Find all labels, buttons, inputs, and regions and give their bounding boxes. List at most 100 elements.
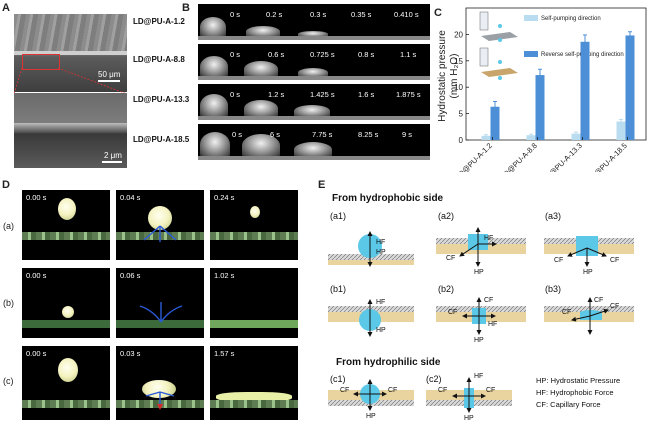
droplet bbox=[294, 142, 332, 157]
panel-c-chart: C Hydrostatic pressure (mm H₂O) Self-pum… bbox=[432, 4, 650, 184]
row-label: LD@PU-A-1.2 bbox=[133, 17, 185, 26]
row-label: (b) bbox=[3, 298, 14, 308]
frame-c-2: 0.03 s bbox=[116, 346, 204, 420]
bar bbox=[481, 135, 491, 140]
time-label: 1.02 s bbox=[214, 271, 235, 280]
droplet bbox=[246, 26, 280, 37]
bar bbox=[535, 75, 545, 140]
force-label: HF bbox=[376, 299, 385, 306]
frame-c-1: 0.00 s bbox=[22, 346, 110, 420]
row-label: LD@PU-A-13.3 bbox=[133, 95, 190, 104]
force-label: CF bbox=[448, 309, 457, 316]
time-label: 0.06 s bbox=[120, 271, 141, 280]
droplet bbox=[298, 68, 328, 77]
force-label: CF bbox=[610, 303, 619, 310]
droplet bbox=[244, 61, 278, 77]
sub-label: (a3) bbox=[545, 211, 562, 221]
time-label: 0.24 s bbox=[214, 193, 235, 202]
zoom-region-box bbox=[22, 54, 60, 70]
spread-film bbox=[216, 392, 292, 402]
diagram-b2: CF CF HF HP bbox=[436, 297, 526, 344]
bar bbox=[571, 133, 581, 140]
sub-label: (a2) bbox=[438, 211, 455, 221]
force-label: HF bbox=[474, 373, 483, 380]
legend-hf: HF: Hydrophobic Force bbox=[536, 388, 614, 397]
section-title-hydrophilic: From hydrophilic side bbox=[336, 357, 441, 368]
water-drop-icon bbox=[498, 76, 502, 80]
sem-image-zoom: 2 μm bbox=[14, 93, 127, 168]
legend-cf: CF: Capillary Force bbox=[536, 400, 601, 409]
x-tick-label: LD@PU-A-8.8 bbox=[499, 141, 539, 172]
time-label: 0 s bbox=[230, 90, 241, 99]
diagram-a1: HF HP bbox=[328, 231, 414, 267]
time-label: 7.75 s bbox=[312, 130, 333, 139]
scale-bar-top-label: 50 μm bbox=[98, 70, 121, 79]
diagram-a2: HF CF HP bbox=[436, 227, 526, 276]
column-tube bbox=[479, 11, 489, 31]
panel-label-a: A bbox=[2, 2, 10, 14]
y-axis: 0 5 10 15 20 bbox=[454, 30, 469, 145]
force-label: CF bbox=[562, 309, 571, 316]
mechanism-diagrams: HF HP HF CF HP CF CF HP bbox=[328, 227, 634, 422]
membrane-sheet bbox=[481, 68, 518, 77]
bar bbox=[490, 106, 500, 140]
droplet bbox=[58, 198, 76, 220]
sub-label: (a1) bbox=[330, 211, 347, 221]
row-label: LD@PU-A-18.5 bbox=[133, 135, 190, 144]
droplet bbox=[294, 105, 330, 117]
force-label: CF bbox=[340, 387, 349, 394]
y-tick-label: 0 bbox=[459, 136, 464, 145]
scale-bar-top bbox=[98, 80, 120, 82]
scale-bar-bottom-label: 2 μm bbox=[104, 151, 122, 160]
time-label: 0 s bbox=[230, 10, 241, 19]
force-label: HP bbox=[583, 269, 593, 276]
force-label: CF bbox=[594, 297, 603, 304]
membrane-surface bbox=[198, 76, 430, 80]
sub-label: (c1) bbox=[330, 374, 346, 384]
diagram-c1: CF CF HP bbox=[328, 379, 414, 420]
droplet bbox=[62, 306, 74, 318]
row-label: (a) bbox=[3, 221, 14, 231]
droplet-row-2: 0 s 0.6 s 0.725 s 0.8 s 1.1 s bbox=[198, 44, 430, 80]
time-label: 8.25 s bbox=[358, 130, 379, 139]
y-axis-unit: (mm H₂O) bbox=[449, 54, 460, 99]
membrane bbox=[210, 232, 298, 240]
sub-label: (c2) bbox=[426, 374, 442, 384]
frame-b-3: 1.02 s bbox=[210, 268, 298, 338]
sub-label: (b3) bbox=[545, 284, 562, 294]
force-label: CF bbox=[610, 257, 619, 264]
flow-arrows bbox=[143, 225, 177, 242]
x-axis: LD@PU-A-1.2 LD@PU-A-8.8 LD@PU-A-13.3 LD@PU-… bbox=[454, 137, 629, 184]
frame-a-2: 0.04 s bbox=[116, 190, 204, 260]
frame-b-2: 0.06 s bbox=[116, 268, 204, 338]
force-label: HF bbox=[484, 235, 493, 242]
time-label: 0.00 s bbox=[26, 349, 47, 358]
scale-bar-bottom bbox=[102, 161, 122, 163]
time-label: 1.1 s bbox=[400, 50, 417, 59]
membrane bbox=[22, 320, 110, 328]
droplet-row-4: 0 s 6 s 7.75 s 8.25 s 9 s bbox=[198, 124, 430, 160]
bar bbox=[616, 121, 626, 140]
y-tick-label: 10 bbox=[454, 83, 463, 92]
droplet-row-3: 0 s 1.2 s 1.425 s 1.6 s 1.875 s bbox=[198, 84, 430, 120]
force-label: HP bbox=[474, 337, 484, 344]
y-axis-label: Hydrostatic pressure bbox=[437, 30, 448, 122]
panel-label-c: C bbox=[434, 7, 442, 19]
time-label: 0.04 s bbox=[120, 193, 141, 202]
bar-series bbox=[481, 31, 635, 140]
bar bbox=[526, 135, 536, 140]
y-tick-label: 20 bbox=[454, 30, 463, 39]
sub-label: (b1) bbox=[330, 284, 347, 294]
force-label: HP bbox=[464, 415, 474, 422]
membrane bbox=[22, 232, 110, 240]
sem-zoom-edge bbox=[14, 123, 127, 133]
time-label: 1.425 s bbox=[310, 90, 335, 99]
plot-frame bbox=[465, 7, 647, 141]
row-label: (c) bbox=[3, 376, 14, 386]
time-label: 1.2 s bbox=[268, 90, 285, 99]
force-label: CF bbox=[486, 387, 495, 394]
time-label: 6 s bbox=[270, 130, 281, 139]
membrane-sheet bbox=[481, 32, 518, 41]
droplet bbox=[58, 358, 78, 382]
droplet bbox=[200, 94, 228, 117]
